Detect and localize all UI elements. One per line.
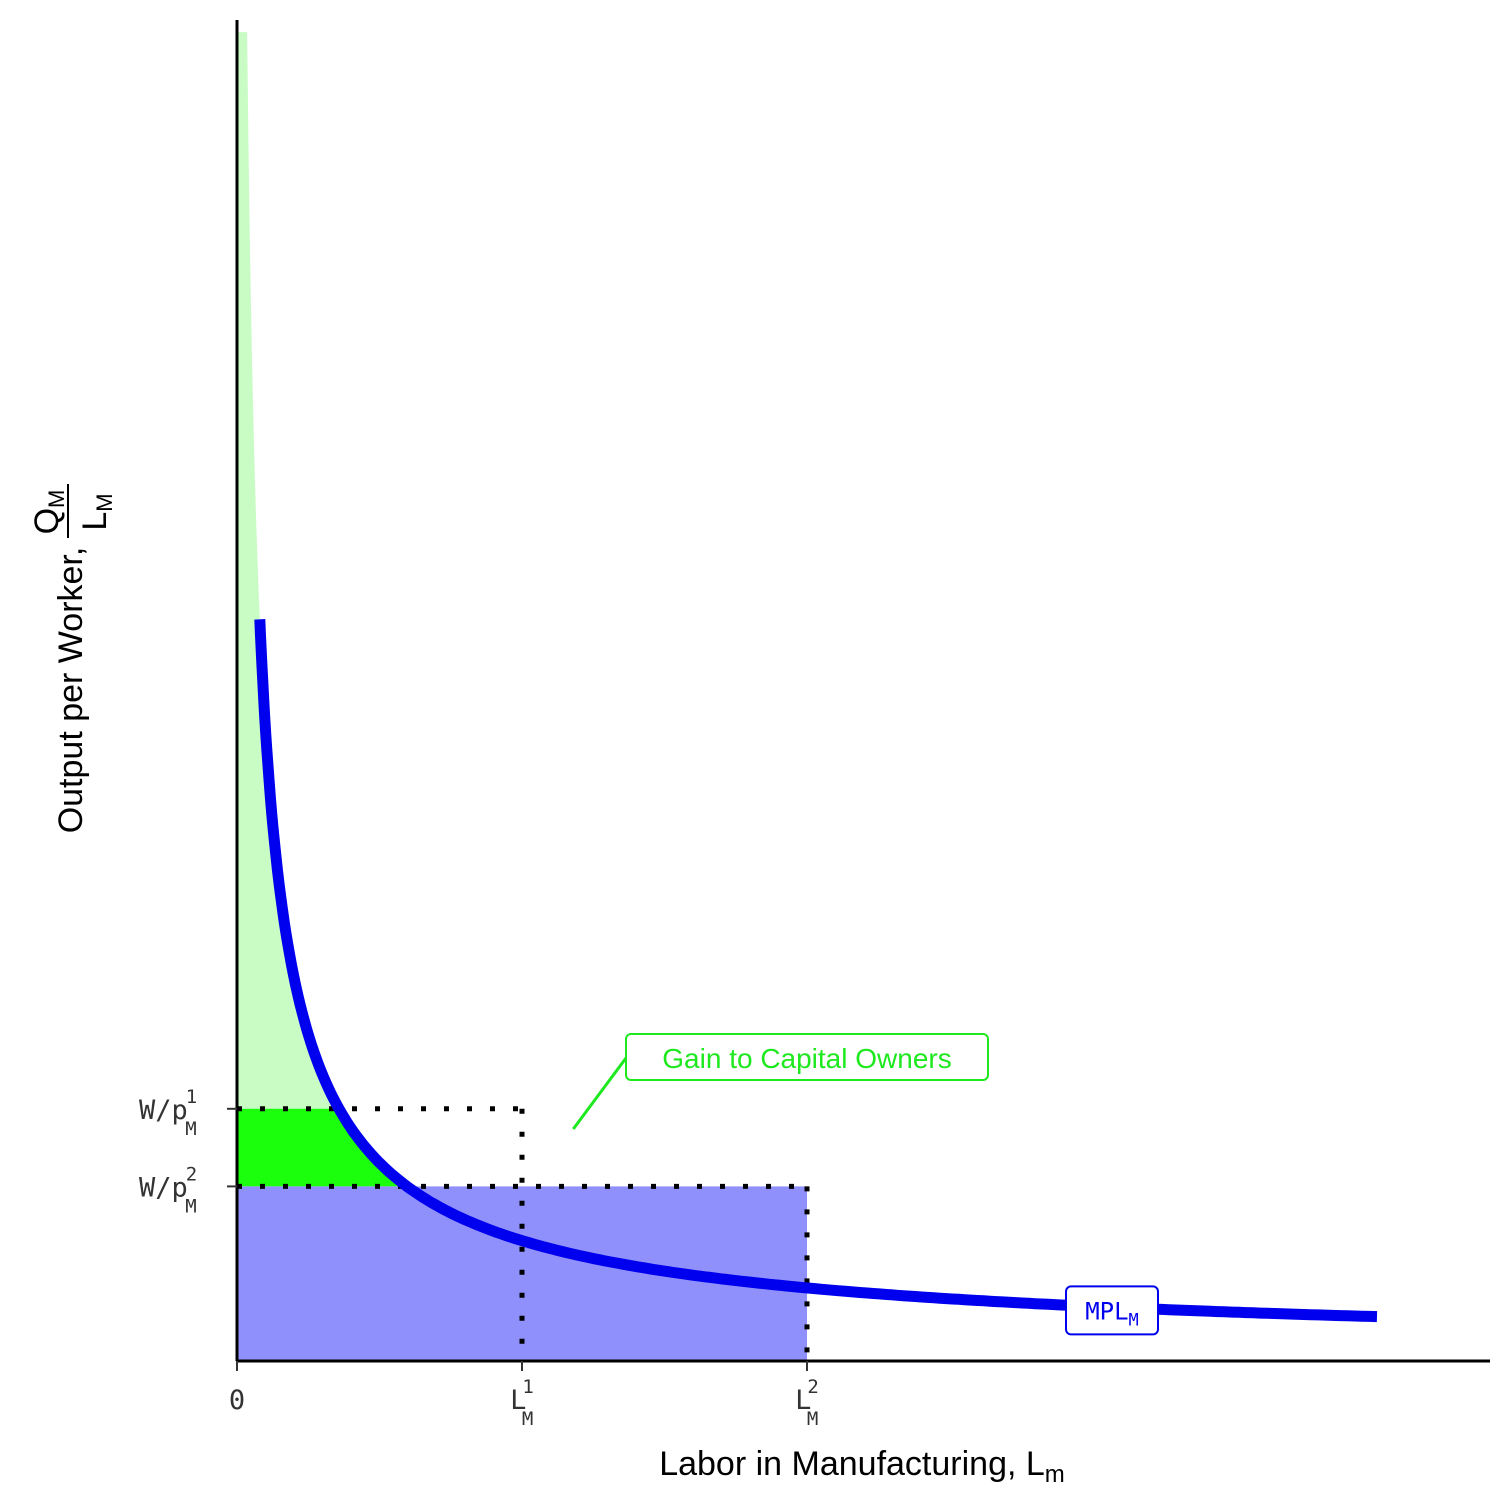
y-axis-title-main: Output per Worker, bbox=[52, 547, 90, 834]
y-tick-label-0: W/p1 M bbox=[139, 1086, 197, 1140]
y-axis-fraction-denominator: LM bbox=[76, 493, 117, 530]
gain-to-capital-region bbox=[237, 1108, 407, 1187]
y-tick-label-main: W/p bbox=[139, 1172, 188, 1203]
x-tick-label-sub: M bbox=[522, 1408, 533, 1430]
gain-annotation-text: Gain to Capital Owners bbox=[662, 1043, 951, 1074]
mpl-label-box bbox=[1065, 1285, 1159, 1336]
x-tick-label-sup: 2 bbox=[807, 1376, 818, 1398]
x-tick-label-main: L bbox=[510, 1385, 526, 1416]
x-tick-label-2: L2 M bbox=[795, 1376, 819, 1430]
x-tick-label-main: 0 bbox=[229, 1385, 245, 1416]
y-tick-label-sub: M bbox=[185, 1118, 196, 1140]
shaded-regions bbox=[237, 32, 807, 1361]
gain-annotation-box bbox=[625, 1033, 989, 1081]
y-tick-label-sup: 1 bbox=[186, 1086, 197, 1108]
dotted-guides bbox=[237, 1106, 810, 1361]
x-tick-label-1: L1 M bbox=[510, 1376, 534, 1430]
y-tick-label-sup: 2 bbox=[186, 1163, 197, 1185]
y-axis-fraction-numerator: QM bbox=[28, 490, 69, 535]
y-tick-label-sub: M bbox=[185, 1195, 196, 1217]
axes bbox=[235, 20, 1490, 1363]
y-axis-title: Output per Worker, QM LM bbox=[28, 484, 117, 833]
mpl-label-main: MPL bbox=[1085, 1297, 1128, 1325]
x-tick-label-0: 0 bbox=[229, 1385, 245, 1416]
x-tick-label-sup: 1 bbox=[522, 1376, 533, 1398]
mpl-label: MPLM bbox=[1065, 1285, 1159, 1336]
y-tick-label-main: W/p bbox=[139, 1095, 188, 1126]
mpl-label-sub: M bbox=[1129, 1310, 1139, 1330]
x-axis-title: Labor in Manufacturing, Lm bbox=[659, 1445, 1065, 1488]
ticks: 0 L1 ML2 MW/p1 MW/p2 M bbox=[139, 1086, 819, 1430]
curves: MPLM bbox=[254, 619, 1378, 1336]
x-tick-label-sub: M bbox=[807, 1408, 818, 1430]
gain-annotation-leader bbox=[572, 1057, 628, 1130]
x-tick-label-main: L bbox=[795, 1385, 811, 1416]
annotations: Gain to Capital Owners bbox=[572, 1033, 989, 1130]
y-tick-label-1: W/p2 M bbox=[139, 1163, 197, 1217]
mpl-label-text: MPLM bbox=[1085, 1297, 1139, 1330]
capital-income-region bbox=[237, 32, 339, 1109]
